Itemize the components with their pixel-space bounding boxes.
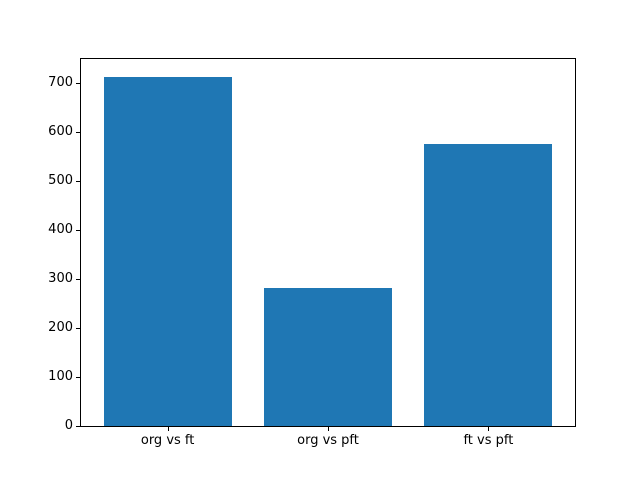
y-tick-mark: [76, 132, 80, 133]
y-tick-label: 600: [48, 124, 73, 139]
x-tick-mark: [328, 427, 329, 431]
x-tick-mark: [488, 427, 489, 431]
y-tick-label: 200: [48, 320, 73, 335]
x-tick-label: org vs pft: [297, 433, 359, 448]
bar-ft-vs-pft: [424, 143, 553, 426]
bar-org-vs-ft: [103, 76, 232, 426]
y-tick-label: 100: [48, 369, 73, 384]
y-tick-label: 400: [48, 222, 73, 237]
x-tick-mark: [168, 427, 169, 431]
y-tick-label: 300: [48, 271, 73, 286]
y-tick-mark: [76, 377, 80, 378]
bar-org-vs-pft: [263, 287, 393, 426]
y-tick-label: 0: [64, 418, 73, 433]
y-tick-mark: [76, 328, 80, 329]
y-tick-mark: [76, 83, 80, 84]
y-tick-label: 500: [48, 173, 73, 188]
y-tick-label: 700: [48, 75, 73, 90]
y-tick-mark: [76, 181, 80, 182]
y-tick-mark: [76, 426, 80, 427]
plot-area: [80, 58, 576, 427]
y-tick-mark: [76, 279, 80, 280]
x-tick-label: org vs ft: [140, 433, 195, 448]
y-tick-mark: [76, 230, 80, 231]
x-tick-label: ft vs pft: [463, 433, 514, 448]
